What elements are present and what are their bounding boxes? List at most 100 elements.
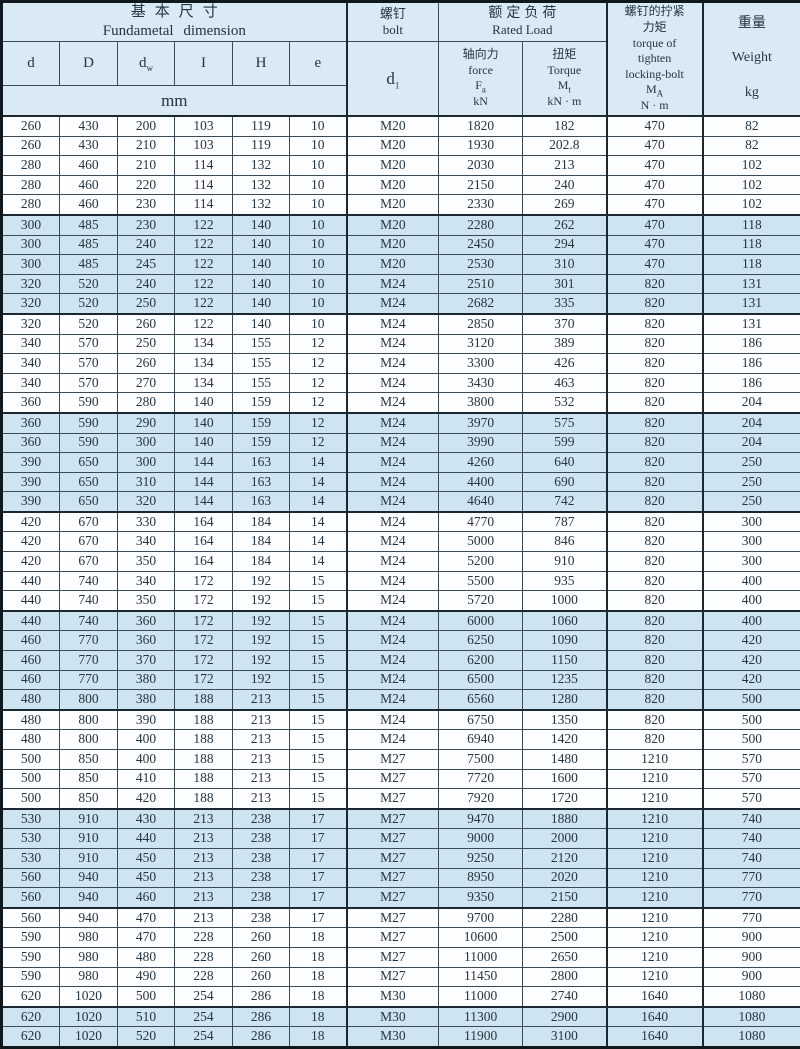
torque-unit: kN · m: [523, 94, 606, 110]
cell: 10: [290, 175, 347, 195]
cell: 144: [175, 453, 233, 473]
cell: 770: [703, 888, 800, 908]
cell: 320: [118, 492, 175, 512]
cell: 204: [703, 413, 800, 433]
cell: 330: [118, 512, 175, 532]
cell: M24: [347, 631, 439, 651]
cell: 186: [703, 373, 800, 393]
cell: 2030: [439, 156, 523, 176]
cell: 470: [118, 928, 175, 948]
cell: 1020: [60, 1007, 118, 1027]
cell: 560: [2, 868, 60, 888]
cell: 1210: [607, 888, 703, 908]
cell: 800: [60, 730, 118, 750]
cell: M24: [347, 690, 439, 710]
cell: M27: [347, 908, 439, 928]
cell: 320: [2, 314, 60, 334]
cell: 4400: [439, 472, 523, 492]
cell: 9350: [439, 888, 523, 908]
locking-line3: torque of: [608, 36, 702, 52]
cell: 5000: [439, 532, 523, 552]
cell: 500: [2, 789, 60, 809]
cell: 400: [118, 730, 175, 750]
locking-line2: 力矩: [608, 20, 702, 36]
cell: 2682: [439, 294, 523, 314]
cell: 940: [60, 908, 118, 928]
cell: 102: [703, 195, 800, 215]
cell: 122: [175, 274, 233, 294]
cell: 590: [60, 413, 118, 433]
cell: 2150: [523, 888, 607, 908]
cell: 1640: [607, 987, 703, 1007]
cell: 6000: [439, 611, 523, 631]
cell: 18: [290, 987, 347, 1007]
cell: 12: [290, 433, 347, 453]
cell: 370: [118, 651, 175, 671]
cell: 1150: [523, 651, 607, 671]
cell: 192: [233, 631, 290, 651]
cell: 2500: [523, 928, 607, 948]
cell: 520: [60, 274, 118, 294]
cell: 184: [233, 512, 290, 532]
cell: M20: [347, 255, 439, 275]
cell: 18: [290, 928, 347, 948]
cell: 159: [233, 433, 290, 453]
cell: 1210: [607, 947, 703, 967]
cell: 163: [233, 453, 290, 473]
cell: 770: [60, 631, 118, 651]
cell: 470: [607, 215, 703, 235]
cell: 1210: [607, 769, 703, 789]
cell: 213: [175, 829, 233, 849]
cell: 15: [290, 769, 347, 789]
cell: 310: [118, 472, 175, 492]
cell: 280: [118, 393, 175, 413]
cell: 430: [60, 136, 118, 156]
cell: M27: [347, 928, 439, 948]
cell: 114: [175, 195, 233, 215]
cell: 2850: [439, 314, 523, 334]
rated-load-zh: 额定负荷: [439, 5, 606, 23]
cell: 238: [233, 848, 290, 868]
cell: 820: [607, 492, 703, 512]
cell: 213: [233, 769, 290, 789]
cell: 485: [60, 235, 118, 255]
cell: 1210: [607, 789, 703, 809]
cell: 390: [118, 710, 175, 730]
cell: 590: [2, 947, 60, 967]
cell: 1060: [523, 611, 607, 631]
cell: 122: [175, 215, 233, 235]
cell: 420: [703, 631, 800, 651]
cell: 7920: [439, 789, 523, 809]
cell: 132: [233, 175, 290, 195]
axial-en: force: [439, 63, 522, 79]
cell: 10: [290, 274, 347, 294]
torque-zh: 扭矩: [523, 47, 606, 63]
cell: 420: [2, 512, 60, 532]
cell: 690: [523, 472, 607, 492]
cell: 159: [233, 393, 290, 413]
cell: 260: [233, 928, 290, 948]
cell: 800: [60, 710, 118, 730]
cell: 192: [233, 611, 290, 631]
cell: M24: [347, 512, 439, 532]
cell: 172: [175, 591, 233, 611]
cell: 122: [175, 255, 233, 275]
cell: 510: [118, 1007, 175, 1027]
cell: 286: [233, 1007, 290, 1027]
cell: 770: [60, 670, 118, 690]
cell: 103: [175, 116, 233, 136]
cell: 560: [2, 908, 60, 928]
cell: 820: [607, 631, 703, 651]
cell: 164: [175, 532, 233, 552]
cell: 188: [175, 690, 233, 710]
cell: 15: [290, 591, 347, 611]
dim-unit-cell: mm: [2, 85, 347, 116]
cell: 238: [233, 888, 290, 908]
cell: 360: [2, 393, 60, 413]
